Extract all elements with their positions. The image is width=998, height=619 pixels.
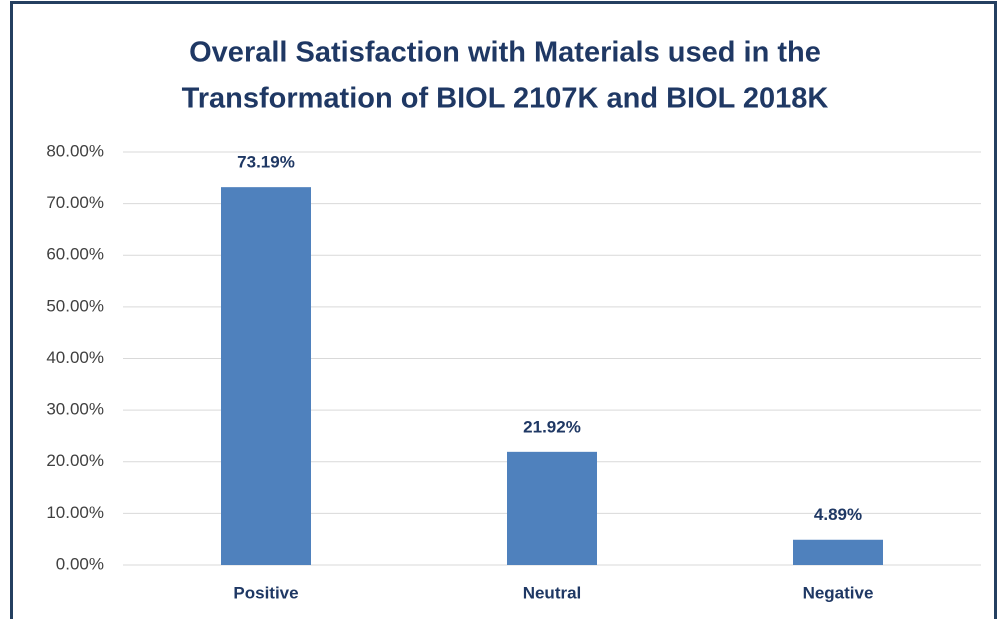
y-tick-label: 20.00%	[46, 451, 104, 470]
bar	[221, 187, 311, 566]
data-label: 4.89%	[814, 505, 862, 524]
y-tick-label: 50.00%	[46, 296, 104, 315]
data-label: 73.19%	[237, 153, 295, 172]
x-tick-label: Negative	[803, 583, 874, 602]
chart-title: Transformation of BIOL 2107K and BIOL 20…	[182, 83, 829, 115]
y-tick-label: 30.00%	[46, 400, 104, 419]
y-tick-label: 40.00%	[46, 348, 104, 367]
y-tick-label: 10.00%	[46, 503, 104, 522]
chart-title: Overall Satisfaction with Materials used…	[189, 37, 821, 69]
y-tick-label: 60.00%	[46, 245, 104, 264]
x-tick-label: Positive	[233, 583, 298, 602]
x-tick-label: Neutral	[523, 583, 582, 602]
y-tick-label: 80.00%	[46, 141, 104, 160]
frame	[10, 1, 997, 619]
y-tick-label: 70.00%	[46, 193, 104, 212]
data-label: 21.92%	[523, 417, 581, 436]
bar	[507, 451, 597, 565]
y-tick-label: 0.00%	[56, 554, 104, 573]
bar	[793, 539, 883, 565]
